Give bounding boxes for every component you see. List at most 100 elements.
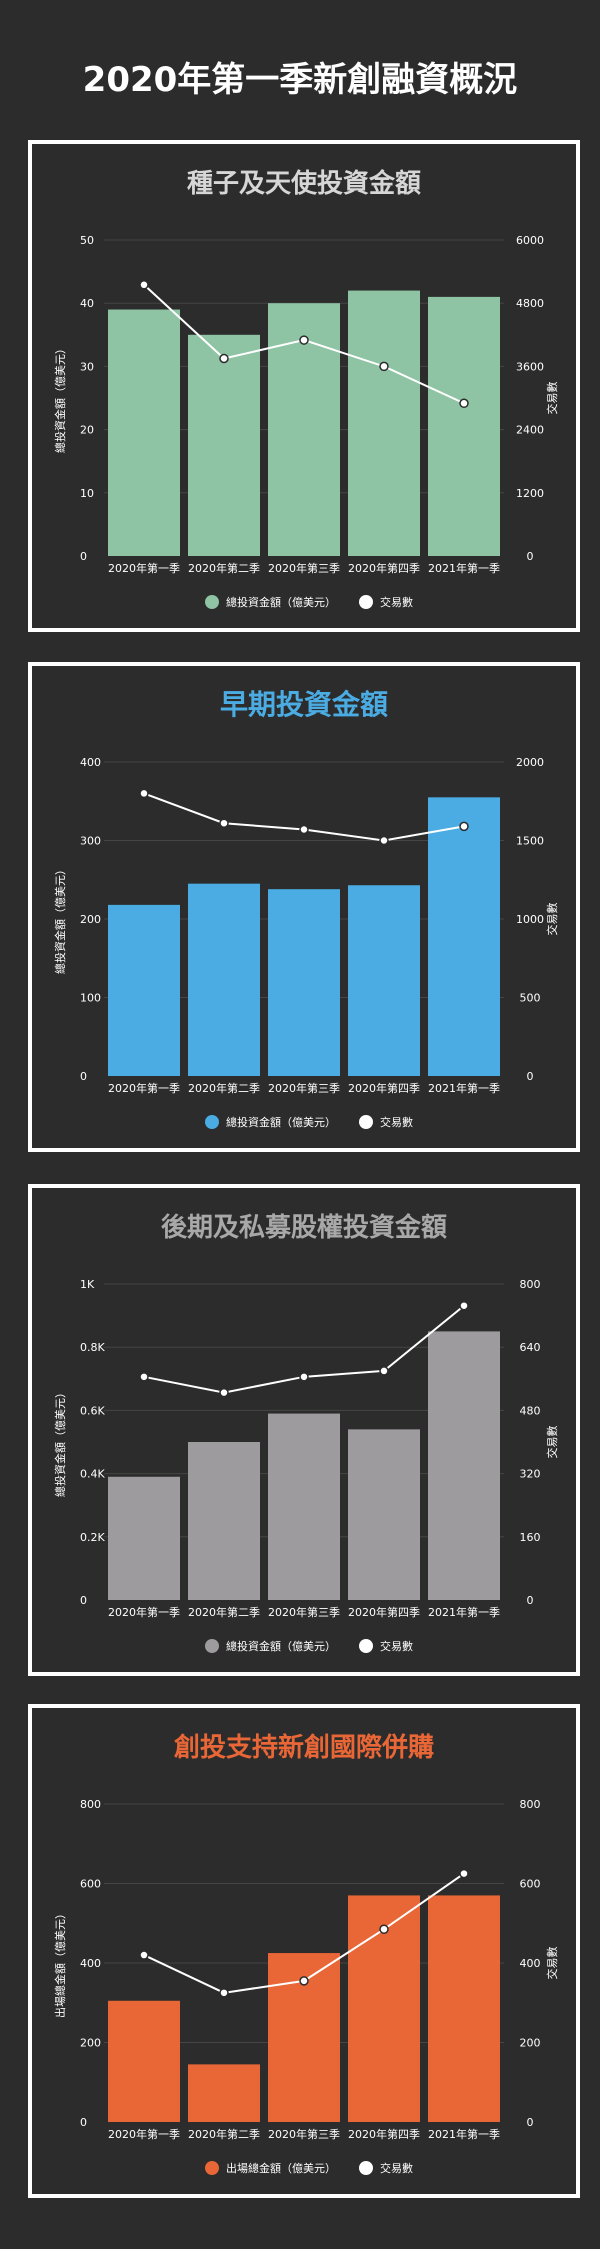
bar bbox=[108, 309, 180, 556]
y-tick-label: 0.4K bbox=[80, 1468, 105, 1481]
line-point bbox=[219, 818, 229, 828]
line-point bbox=[379, 1366, 389, 1376]
y-tick-label: 20 bbox=[80, 424, 94, 437]
line-point bbox=[459, 1868, 469, 1879]
y-axis-title: 總投資金額（億美元） bbox=[53, 1387, 67, 1497]
legend-swatch-line bbox=[359, 595, 373, 609]
y2-tick-label: 3600 bbox=[516, 360, 544, 373]
line-point bbox=[459, 821, 469, 832]
y2-tick-label: 6000 bbox=[516, 234, 544, 247]
page-title: 2020年第一季新創融資概況 bbox=[82, 60, 518, 100]
legend-swatch-line bbox=[359, 1639, 373, 1653]
legend-label-bars: 出場總金額（億美元） bbox=[226, 2161, 336, 2175]
y-tick-label: 600 bbox=[80, 1878, 101, 1891]
y2-axis-title: 交易數 bbox=[545, 382, 559, 415]
y2-tick-label: 1000 bbox=[516, 913, 544, 926]
y-tick-label: 40 bbox=[80, 297, 94, 310]
x-tick-label: 2020年第三季 bbox=[268, 1605, 340, 1619]
y-tick-label: 0.2K bbox=[80, 1531, 105, 1544]
bar bbox=[188, 2064, 260, 2122]
y-tick-label: 400 bbox=[80, 756, 101, 769]
bar bbox=[428, 1331, 500, 1600]
y-tick-label: 30 bbox=[80, 360, 94, 373]
legend-swatch-bars bbox=[205, 2161, 219, 2175]
x-tick-label: 2021年第一季 bbox=[428, 1081, 500, 1095]
y2-tick-label: 200 bbox=[520, 2037, 541, 2050]
y-tick-label: 10 bbox=[80, 487, 94, 500]
legend-label-bars: 總投資金額（億美元） bbox=[226, 1639, 336, 1653]
line-point bbox=[299, 1372, 309, 1382]
y-tick-label: 800 bbox=[80, 1798, 101, 1811]
x-tick-label: 2021年第一季 bbox=[428, 1605, 500, 1619]
x-tick-label: 2020年第二季 bbox=[188, 2127, 260, 2141]
y-tick-label: 0 bbox=[80, 2116, 87, 2129]
line-point bbox=[379, 361, 389, 372]
y-tick-label: 1K bbox=[80, 1278, 95, 1291]
y-axis-title: 總投資金額（億美元） bbox=[53, 864, 67, 974]
chart-panel-early-stage: 早期投資金額 0 100 200 300 400 0 500 1000 1500 2000 總投資金額… bbox=[28, 662, 580, 1152]
bar bbox=[348, 885, 420, 1076]
bar bbox=[188, 883, 260, 1076]
y2-tick-label: 0 bbox=[527, 2116, 534, 2129]
x-tick-label: 2021年第一季 bbox=[428, 2127, 500, 2141]
line-point bbox=[299, 824, 309, 835]
line-point bbox=[219, 1988, 229, 1998]
bar bbox=[108, 1476, 180, 1600]
y2-tick-label: 800 bbox=[520, 1278, 541, 1291]
x-tick-label: 2020年第四季 bbox=[348, 561, 420, 575]
y-tick-label: 200 bbox=[80, 913, 101, 926]
y-tick-label: 300 bbox=[80, 835, 101, 848]
y-tick-label: 0 bbox=[80, 1070, 87, 1083]
y2-tick-label: 4800 bbox=[516, 297, 544, 310]
y2-tick-label: 2400 bbox=[516, 424, 544, 437]
bar bbox=[188, 1442, 260, 1600]
line-point bbox=[379, 1924, 389, 1934]
legend-swatch-bars bbox=[205, 1639, 219, 1653]
y-tick-label: 0.6K bbox=[80, 1404, 105, 1417]
x-tick-label: 2020年第一季 bbox=[108, 561, 180, 575]
x-tick-label: 2020年第二季 bbox=[188, 1605, 260, 1619]
chart-title: 創投支持新創國際併購 bbox=[174, 1732, 434, 1763]
bar bbox=[348, 290, 420, 556]
x-tick-label: 2020年第四季 bbox=[348, 1081, 420, 1095]
y2-tick-label: 500 bbox=[520, 992, 541, 1005]
legend-label-bars: 總投資金額（億美元） bbox=[226, 1115, 336, 1129]
chart-late-stage-pe: 後期及私募股權投資金額 0 0.2K 0.4K 0.6K 0.8K 1K 0 160 320 480… bbox=[53, 1212, 559, 1653]
y2-tick-label: 480 bbox=[520, 1404, 541, 1417]
chart-title: 種子及天使投資金額 bbox=[187, 168, 421, 199]
y2-tick-label: 160 bbox=[520, 1531, 541, 1544]
y2-tick-label: 0 bbox=[527, 1070, 534, 1083]
x-tick-label: 2020年第二季 bbox=[188, 561, 260, 575]
legend-swatch-line bbox=[359, 2161, 373, 2175]
y2-tick-label: 800 bbox=[520, 1798, 541, 1811]
bar bbox=[348, 1429, 420, 1600]
line-point bbox=[219, 1387, 229, 1398]
legend-label-line: 交易數 bbox=[380, 595, 413, 609]
chart-panel-vc-ma: 創投支持新創國際併購 0 200 400 600 800 0 200 400 600 800 出場總金… bbox=[28, 1704, 580, 2198]
line-point bbox=[139, 280, 149, 290]
y2-tick-label: 0 bbox=[527, 550, 534, 563]
y-tick-label: 50 bbox=[80, 234, 94, 247]
bar bbox=[428, 1895, 500, 2122]
bar bbox=[268, 889, 340, 1076]
chart-title: 後期及私募股權投資金額 bbox=[161, 1212, 447, 1243]
y2-axis-title: 交易數 bbox=[545, 1426, 559, 1459]
chart-vc-ma: 創投支持新創國際併購 0 200 400 600 800 0 200 400 600 800 出場總金… bbox=[53, 1732, 559, 2175]
y-tick-label: 200 bbox=[80, 2037, 101, 2050]
line-point bbox=[299, 335, 309, 345]
line-point bbox=[139, 1372, 149, 1382]
legend-swatch-bars bbox=[205, 1115, 219, 1129]
line-point bbox=[139, 788, 149, 799]
y2-axis-title: 交易數 bbox=[545, 903, 559, 936]
x-tick-label: 2020年第一季 bbox=[108, 2127, 180, 2141]
chart-seed-angel: 種子及天使投資金額 0 10 20 30 40 50 0 1200 2400 3600 4800 600… bbox=[53, 168, 559, 609]
y2-tick-label: 640 bbox=[520, 1341, 541, 1354]
bar bbox=[268, 1413, 340, 1600]
line-point bbox=[139, 1950, 149, 1960]
line-point bbox=[459, 398, 469, 409]
legend-swatch-line bbox=[359, 1115, 373, 1129]
y-tick-label: 0 bbox=[80, 1594, 87, 1607]
y2-tick-label: 320 bbox=[520, 1468, 541, 1481]
y2-tick-label: 1500 bbox=[516, 835, 544, 848]
bar bbox=[428, 797, 500, 1076]
